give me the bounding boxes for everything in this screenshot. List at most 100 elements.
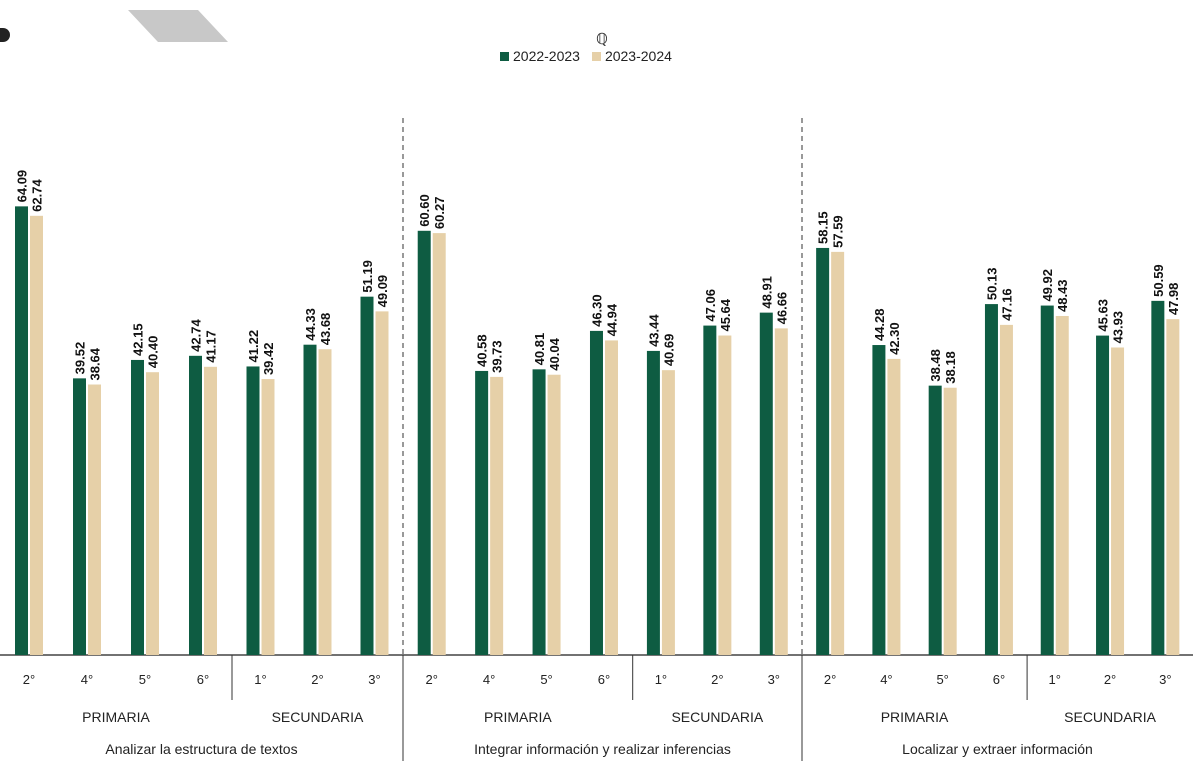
grade-tick-label: 2° <box>425 672 437 687</box>
legend-label-2023-2024: 2023-2024 <box>604 48 672 64</box>
data-label-2023-2024: 40.04 <box>547 337 562 370</box>
bar-2023-2024 <box>1055 315 1069 655</box>
grade-tick-label: 5° <box>936 672 948 687</box>
group-title: Localizar y extraer información <box>902 741 1093 757</box>
data-label-2023-2024: 38.18 <box>943 351 958 384</box>
grade-tick-label: 3° <box>368 672 380 687</box>
data-label-2023-2024: 49.09 <box>375 275 390 308</box>
bar-2023-2024 <box>999 324 1013 655</box>
data-label-2023-2024: 60.27 <box>432 197 447 230</box>
data-label-2022-2023: 38.48 <box>928 349 943 382</box>
data-label-2023-2024: 40.40 <box>146 336 161 369</box>
data-label-2023-2024: 47.98 <box>1166 283 1181 316</box>
grade-tick-label: 6° <box>993 672 1005 687</box>
bar-2023-2024 <box>943 387 957 655</box>
grade-tick-label: 2° <box>824 672 836 687</box>
bar-2022-2023 <box>589 330 603 655</box>
bar-2023-2024 <box>718 335 732 655</box>
grade-tick-label: 6° <box>598 672 610 687</box>
data-label-2023-2024: 43.93 <box>1111 311 1126 344</box>
bar-2022-2023 <box>73 378 86 655</box>
bar-2022-2023 <box>131 359 144 655</box>
level-label: SECUNDARIA <box>1064 709 1156 725</box>
data-label-2023-2024: 46.66 <box>774 292 789 325</box>
legend-marker-glyph: ℚ <box>596 31 608 48</box>
level-label: PRIMARIA <box>881 709 949 725</box>
data-label-2022-2023: 58.15 <box>816 211 831 244</box>
bar-2023-2024 <box>432 233 446 656</box>
bar-2023-2024 <box>661 370 675 655</box>
chart-legend: 2022-2023 2023-2024 <box>500 48 684 64</box>
bar-2022-2023 <box>984 304 998 655</box>
level-label: PRIMARIA <box>484 709 552 725</box>
bar-2023-2024 <box>261 379 275 655</box>
group-title: Integrar información y realizar inferenc… <box>474 741 731 757</box>
bar-2022-2023 <box>1096 335 1110 655</box>
grade-tick-label: 1° <box>254 672 266 687</box>
data-label-2022-2023: 47.06 <box>703 289 718 322</box>
bar-2022-2023 <box>816 247 830 655</box>
data-label-2022-2023: 42.74 <box>189 319 204 352</box>
data-label-2023-2024: 39.42 <box>261 343 276 376</box>
grade-tick-label: 4° <box>483 672 495 687</box>
bar-2023-2024 <box>831 251 845 655</box>
grade-tick-label: 2° <box>711 672 723 687</box>
bar-2022-2023 <box>872 345 886 655</box>
data-label-2022-2023: 39.52 <box>73 342 88 375</box>
bar-2022-2023 <box>1040 305 1054 655</box>
data-label-2023-2024: 39.73 <box>490 340 505 373</box>
data-label-2022-2023: 51.19 <box>360 260 375 293</box>
bar-2023-2024 <box>774 328 788 655</box>
bar-2022-2023 <box>246 366 260 655</box>
data-label-2022-2023: 42.15 <box>131 323 146 356</box>
bar-2023-2024 <box>490 376 504 655</box>
data-label-2023-2024: 62.74 <box>30 179 45 212</box>
grade-tick-label: 2° <box>1104 672 1116 687</box>
data-label-2023-2024: 57.59 <box>831 215 846 248</box>
data-label-2022-2023: 64.09 <box>15 170 30 203</box>
decorative-mark <box>0 28 10 42</box>
grade-tick-label: 3° <box>1159 672 1171 687</box>
data-label-2022-2023: 48.91 <box>759 276 774 309</box>
data-label-2023-2024: 48.43 <box>1055 279 1070 312</box>
data-label-2023-2024: 40.69 <box>661 334 676 367</box>
legend-label-2022-2023: 2022-2023 <box>513 48 580 64</box>
grade-tick-label: 4° <box>880 672 892 687</box>
level-label: SECUNDARIA <box>272 709 364 725</box>
data-label-2022-2023: 50.13 <box>984 268 999 301</box>
data-label-2023-2024: 45.64 <box>718 298 733 331</box>
bar-2023-2024 <box>204 366 217 655</box>
bar-2022-2023 <box>189 355 202 655</box>
data-label-2022-2023: 40.58 <box>475 334 490 367</box>
bar-2022-2023 <box>417 230 431 656</box>
bar-2022-2023 <box>303 344 317 655</box>
data-label-2022-2023: 44.33 <box>303 308 318 341</box>
bar-2023-2024 <box>1111 347 1125 655</box>
data-label-2022-2023: 40.81 <box>532 333 547 366</box>
grade-tick-label: 2° <box>23 672 35 687</box>
bar-2022-2023 <box>360 296 374 655</box>
bar-2022-2023 <box>703 325 717 655</box>
data-label-2022-2023: 43.44 <box>646 314 661 347</box>
group-title: Analizar la estructura de textos <box>105 741 297 757</box>
data-label-2022-2023: 50.59 <box>1151 264 1166 297</box>
grade-tick-label: 1° <box>655 672 667 687</box>
data-label-2023-2024: 42.30 <box>887 322 902 355</box>
grade-tick-label: 1° <box>1049 672 1061 687</box>
bar-2023-2024 <box>547 374 561 655</box>
legend-item-2022-2023: 2022-2023 <box>500 48 580 64</box>
bar-2023-2024 <box>30 215 43 655</box>
grade-tick-label: 4° <box>81 672 93 687</box>
bar-2023-2024 <box>1166 319 1180 655</box>
legend-item-2023-2024: 2023-2024 <box>591 48 672 64</box>
bar-2023-2024 <box>887 358 901 655</box>
data-label-2022-2023: 41.22 <box>246 330 261 363</box>
grade-tick-label: 6° <box>197 672 209 687</box>
bar-2022-2023 <box>475 370 489 655</box>
data-label-2023-2024: 44.94 <box>604 303 619 336</box>
data-label-2022-2023: 60.60 <box>417 194 432 227</box>
data-label-2022-2023: 44.28 <box>872 308 887 341</box>
data-label-2023-2024: 41.17 <box>204 330 219 363</box>
bar-2023-2024 <box>318 349 332 655</box>
